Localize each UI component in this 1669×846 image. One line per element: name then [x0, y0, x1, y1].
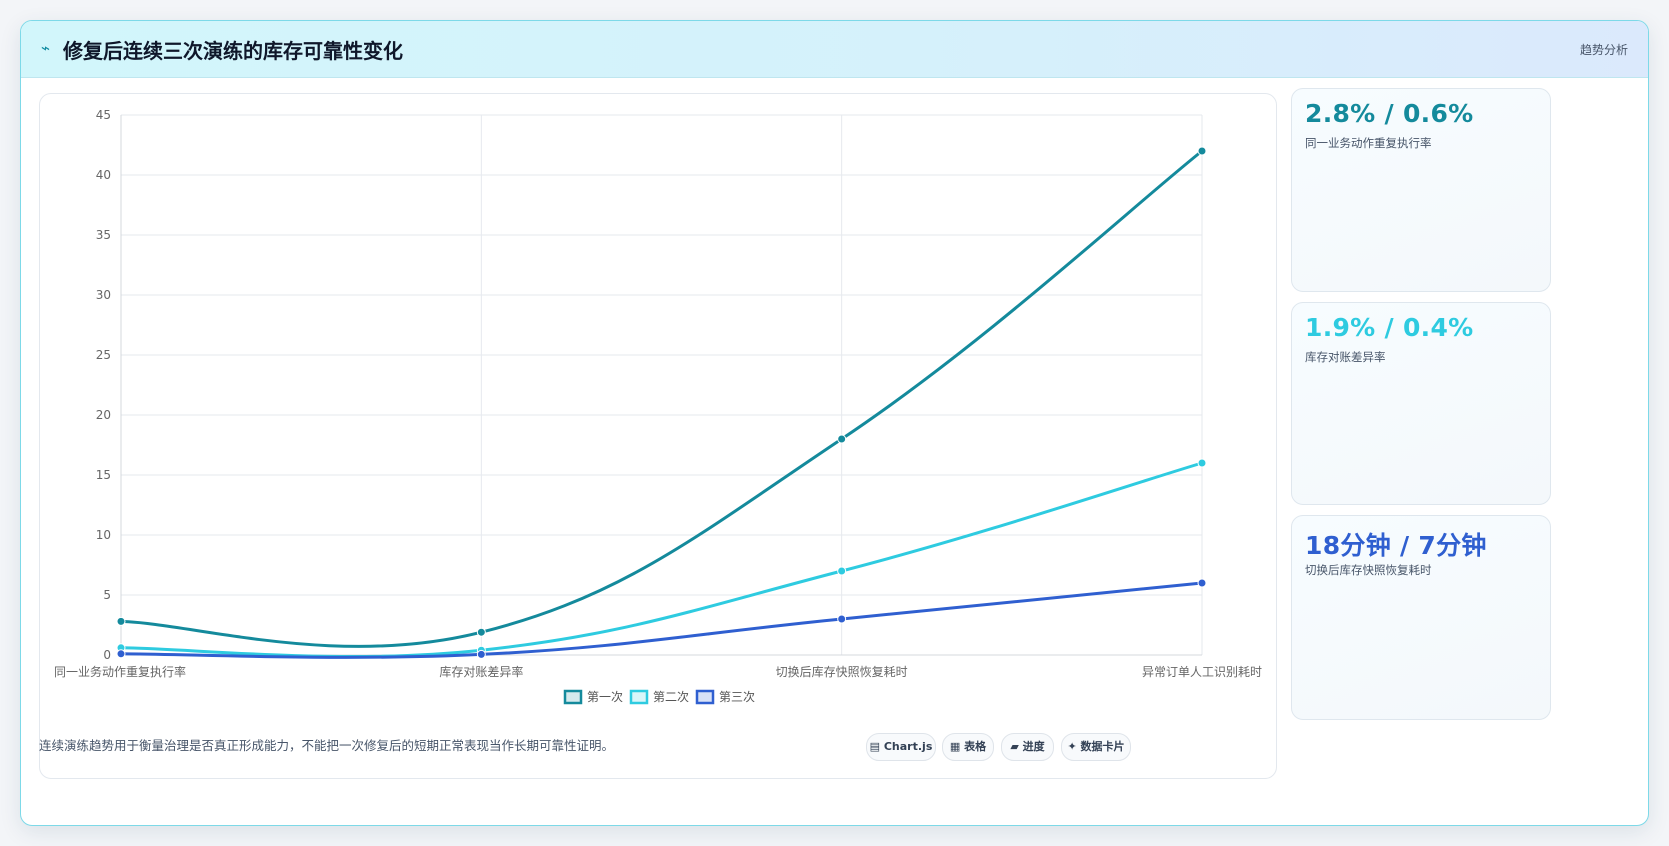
series-line-1 — [120, 149, 1203, 648]
tag-label: 数据卡片 — [1080, 740, 1125, 753]
series-line-3 — [120, 581, 1203, 659]
y-tick-label: 10 — [96, 528, 111, 542]
tag-label: 进度 — [1022, 740, 1045, 753]
page-title: 修复后连续三次演练的库存可靠性变化 — [63, 39, 403, 63]
stat-card-snapshot-recovery: 18分钟 / 7分钟 切换后库存快照恢复耗时 — [1291, 515, 1551, 720]
stat-value: 2.8% / 0.6% — [1305, 99, 1474, 128]
data-point — [116, 616, 126, 626]
trend-analysis-badge: 趋势分析 — [1579, 43, 1628, 57]
report-card: ⌁ 修复后连续三次演练的库存可靠性变化 趋势分析 0 5 10 15 20 25 30 35 4… — [20, 20, 1649, 826]
x-tick-label: 库存对账差异率 — [439, 664, 523, 679]
stat-value: 1.9% / 0.4% — [1305, 313, 1474, 342]
footnote: 连续演练趋势用于衡量治理是否真正形成能力，不能把一次修复后的短期正常表现当作长期… — [39, 738, 615, 753]
x-tick-label: 异常订单人工识别耗时 — [1142, 665, 1262, 679]
y-tick-label: 40 — [96, 168, 111, 182]
stat-card-repeat-rate: 2.8% / 0.6% 同一业务动作重复执行率 — [1291, 88, 1551, 292]
stat-label: 同一业务动作重复执行率 — [1305, 136, 1432, 150]
y-tick-label: 30 — [96, 288, 111, 302]
legend-swatch — [629, 689, 649, 705]
series-line-2 — [120, 461, 1203, 659]
data-point — [837, 434, 847, 444]
data-point — [837, 566, 847, 576]
y-tick-label: 0 — [103, 648, 111, 662]
x-tick-label: 切换后库存快照恢复耗时 — [776, 664, 908, 679]
sparkle-icon: ✦ — [1067, 740, 1077, 753]
y-tick-label: 15 — [96, 468, 111, 482]
data-point — [476, 627, 486, 637]
card-header: ⌁ 修复后连续三次演练的库存可靠性变化 趋势分析 — [21, 21, 1648, 78]
data-point — [116, 649, 126, 659]
progress-icon: ▰ — [1010, 740, 1019, 753]
trend-icon: ⌁ — [41, 39, 51, 57]
legend-label: 第二次 — [653, 690, 689, 704]
y-tick-label: 35 — [96, 228, 111, 242]
y-tick-label: 20 — [96, 408, 111, 422]
y-tick-label: 5 — [103, 588, 111, 602]
table-icon: ▦ — [949, 740, 961, 753]
stat-value: 18分钟 / 7分钟 — [1305, 531, 1487, 560]
tag-data-cards[interactable]: ✦ 数据卡片 — [1061, 733, 1131, 761]
legend-label: 第一次 — [587, 690, 623, 704]
tag-progress[interactable]: ▰ 进度 — [1001, 733, 1054, 761]
data-point — [476, 649, 486, 659]
y-tick-label: 45 — [96, 108, 111, 122]
chart-panel: 0 5 10 15 20 25 30 35 40 45 同一业务动作重复执行率 库存对账差异率 切换后库… — [39, 93, 1277, 779]
tag-label: Chart.js — [883, 740, 933, 753]
legend-swatch — [695, 689, 715, 705]
tag-table[interactable]: ▦ 表格 — [942, 733, 994, 761]
legend-swatch — [563, 689, 583, 705]
data-point — [837, 614, 847, 624]
line-chart: 0 5 10 15 20 25 30 35 40 45 同一业务动作重复执行率 库存对账差异率 切换后库… — [54, 108, 1262, 705]
stat-card-reconciliation-rate: 1.9% / 0.4% 库存对账差异率 — [1291, 302, 1551, 505]
data-point — [1197, 578, 1207, 588]
legend-label: 第三次 — [719, 690, 755, 704]
tag-label: 表格 — [964, 740, 987, 753]
stat-label: 切换后库存快照恢复耗时 — [1305, 563, 1432, 577]
tag-chartjs[interactable]: ▤ Chart.js — [866, 733, 936, 761]
x-tick-label: 同一业务动作重复执行率 — [54, 664, 186, 679]
data-point — [1197, 146, 1207, 156]
y-tick-label: 25 — [96, 348, 111, 362]
stat-label: 库存对账差异率 — [1305, 350, 1386, 364]
chart-icon: ▤ — [869, 740, 881, 753]
data-point — [1197, 458, 1207, 468]
